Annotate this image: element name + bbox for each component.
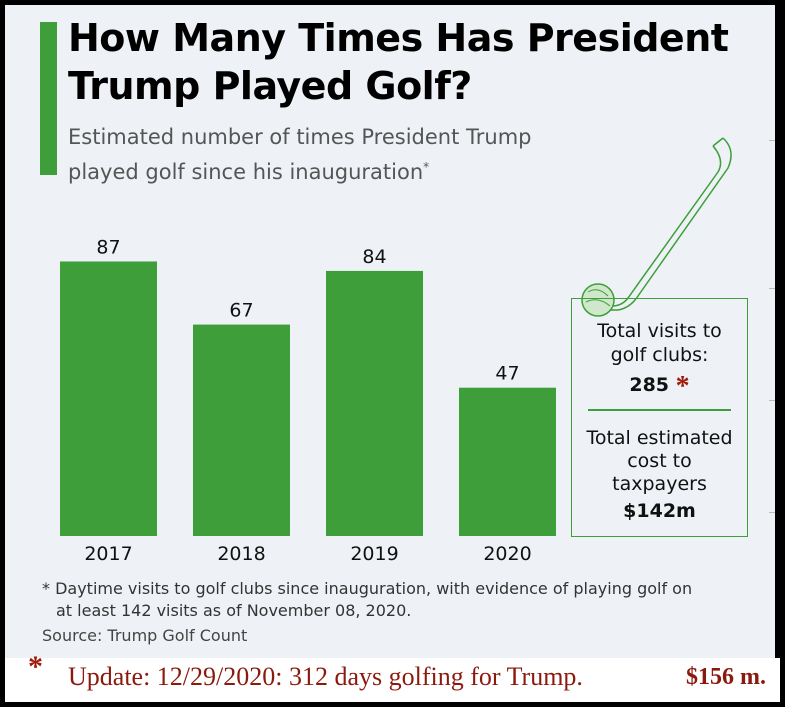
edge-tick — [769, 288, 775, 289]
summary-box: Total visits to golf clubs: 285 * Total … — [571, 298, 748, 537]
x-tick-label-2017: 2017 — [84, 543, 132, 565]
total-cost-label: Total estimated cost to taxpayers — [586, 427, 733, 495]
value-label-2020: 47 — [495, 363, 519, 385]
total-visits-value: 285 * — [572, 371, 747, 403]
chart-title: How Many Times Has President Trump Playe… — [68, 16, 729, 108]
footnote: * Daytime visits to golf clubs since ina… — [42, 578, 762, 622]
bar-2020 — [459, 387, 556, 536]
edge-tick — [769, 512, 775, 513]
update-cost: $156 m. — [686, 664, 766, 690]
total-visits-star: * — [675, 371, 690, 402]
total-cost-value: $142m — [623, 500, 696, 522]
footnote-line-1: * Daytime visits to golf clubs since ina… — [42, 579, 693, 598]
chart-subtitle: Estimated number of times President Trum… — [68, 122, 608, 187]
footnote-line-2: at least 142 visits as of November 08, 2… — [56, 601, 412, 620]
value-label-2018: 67 — [229, 300, 253, 322]
value-label-2019: 84 — [362, 246, 386, 268]
bar-2017 — [60, 261, 157, 536]
golf-club-icon — [581, 137, 732, 317]
total-visits-number: 285 — [629, 374, 670, 396]
summary-divider — [588, 409, 731, 411]
edge-tick — [769, 140, 775, 141]
value-label-2017: 87 — [96, 236, 120, 258]
update-text: Update: 12/29/2020: 312 days golfing for… — [68, 662, 583, 691]
total-visits-label: Total visits to golf clubs: — [597, 320, 722, 366]
edge-tick — [769, 400, 775, 401]
bar-2018 — [193, 324, 290, 536]
update-star: * — [28, 650, 43, 683]
bar-2019 — [326, 270, 423, 536]
x-tick-label-2018: 2018 — [217, 543, 265, 565]
x-tick-label-2020: 2020 — [483, 543, 531, 565]
bar-group: 87 2017 67 2018 84 2019 47 2020 — [60, 236, 556, 565]
subtitle-text: Estimated number of times President Trum… — [68, 125, 532, 184]
source-note: Source: Trump Golf Count — [42, 626, 248, 645]
update-strip — [5, 658, 780, 702]
title-accent-bar — [40, 22, 57, 175]
x-tick-label-2019: 2019 — [350, 543, 398, 565]
subtitle-footnote-mark: * — [423, 160, 430, 174]
